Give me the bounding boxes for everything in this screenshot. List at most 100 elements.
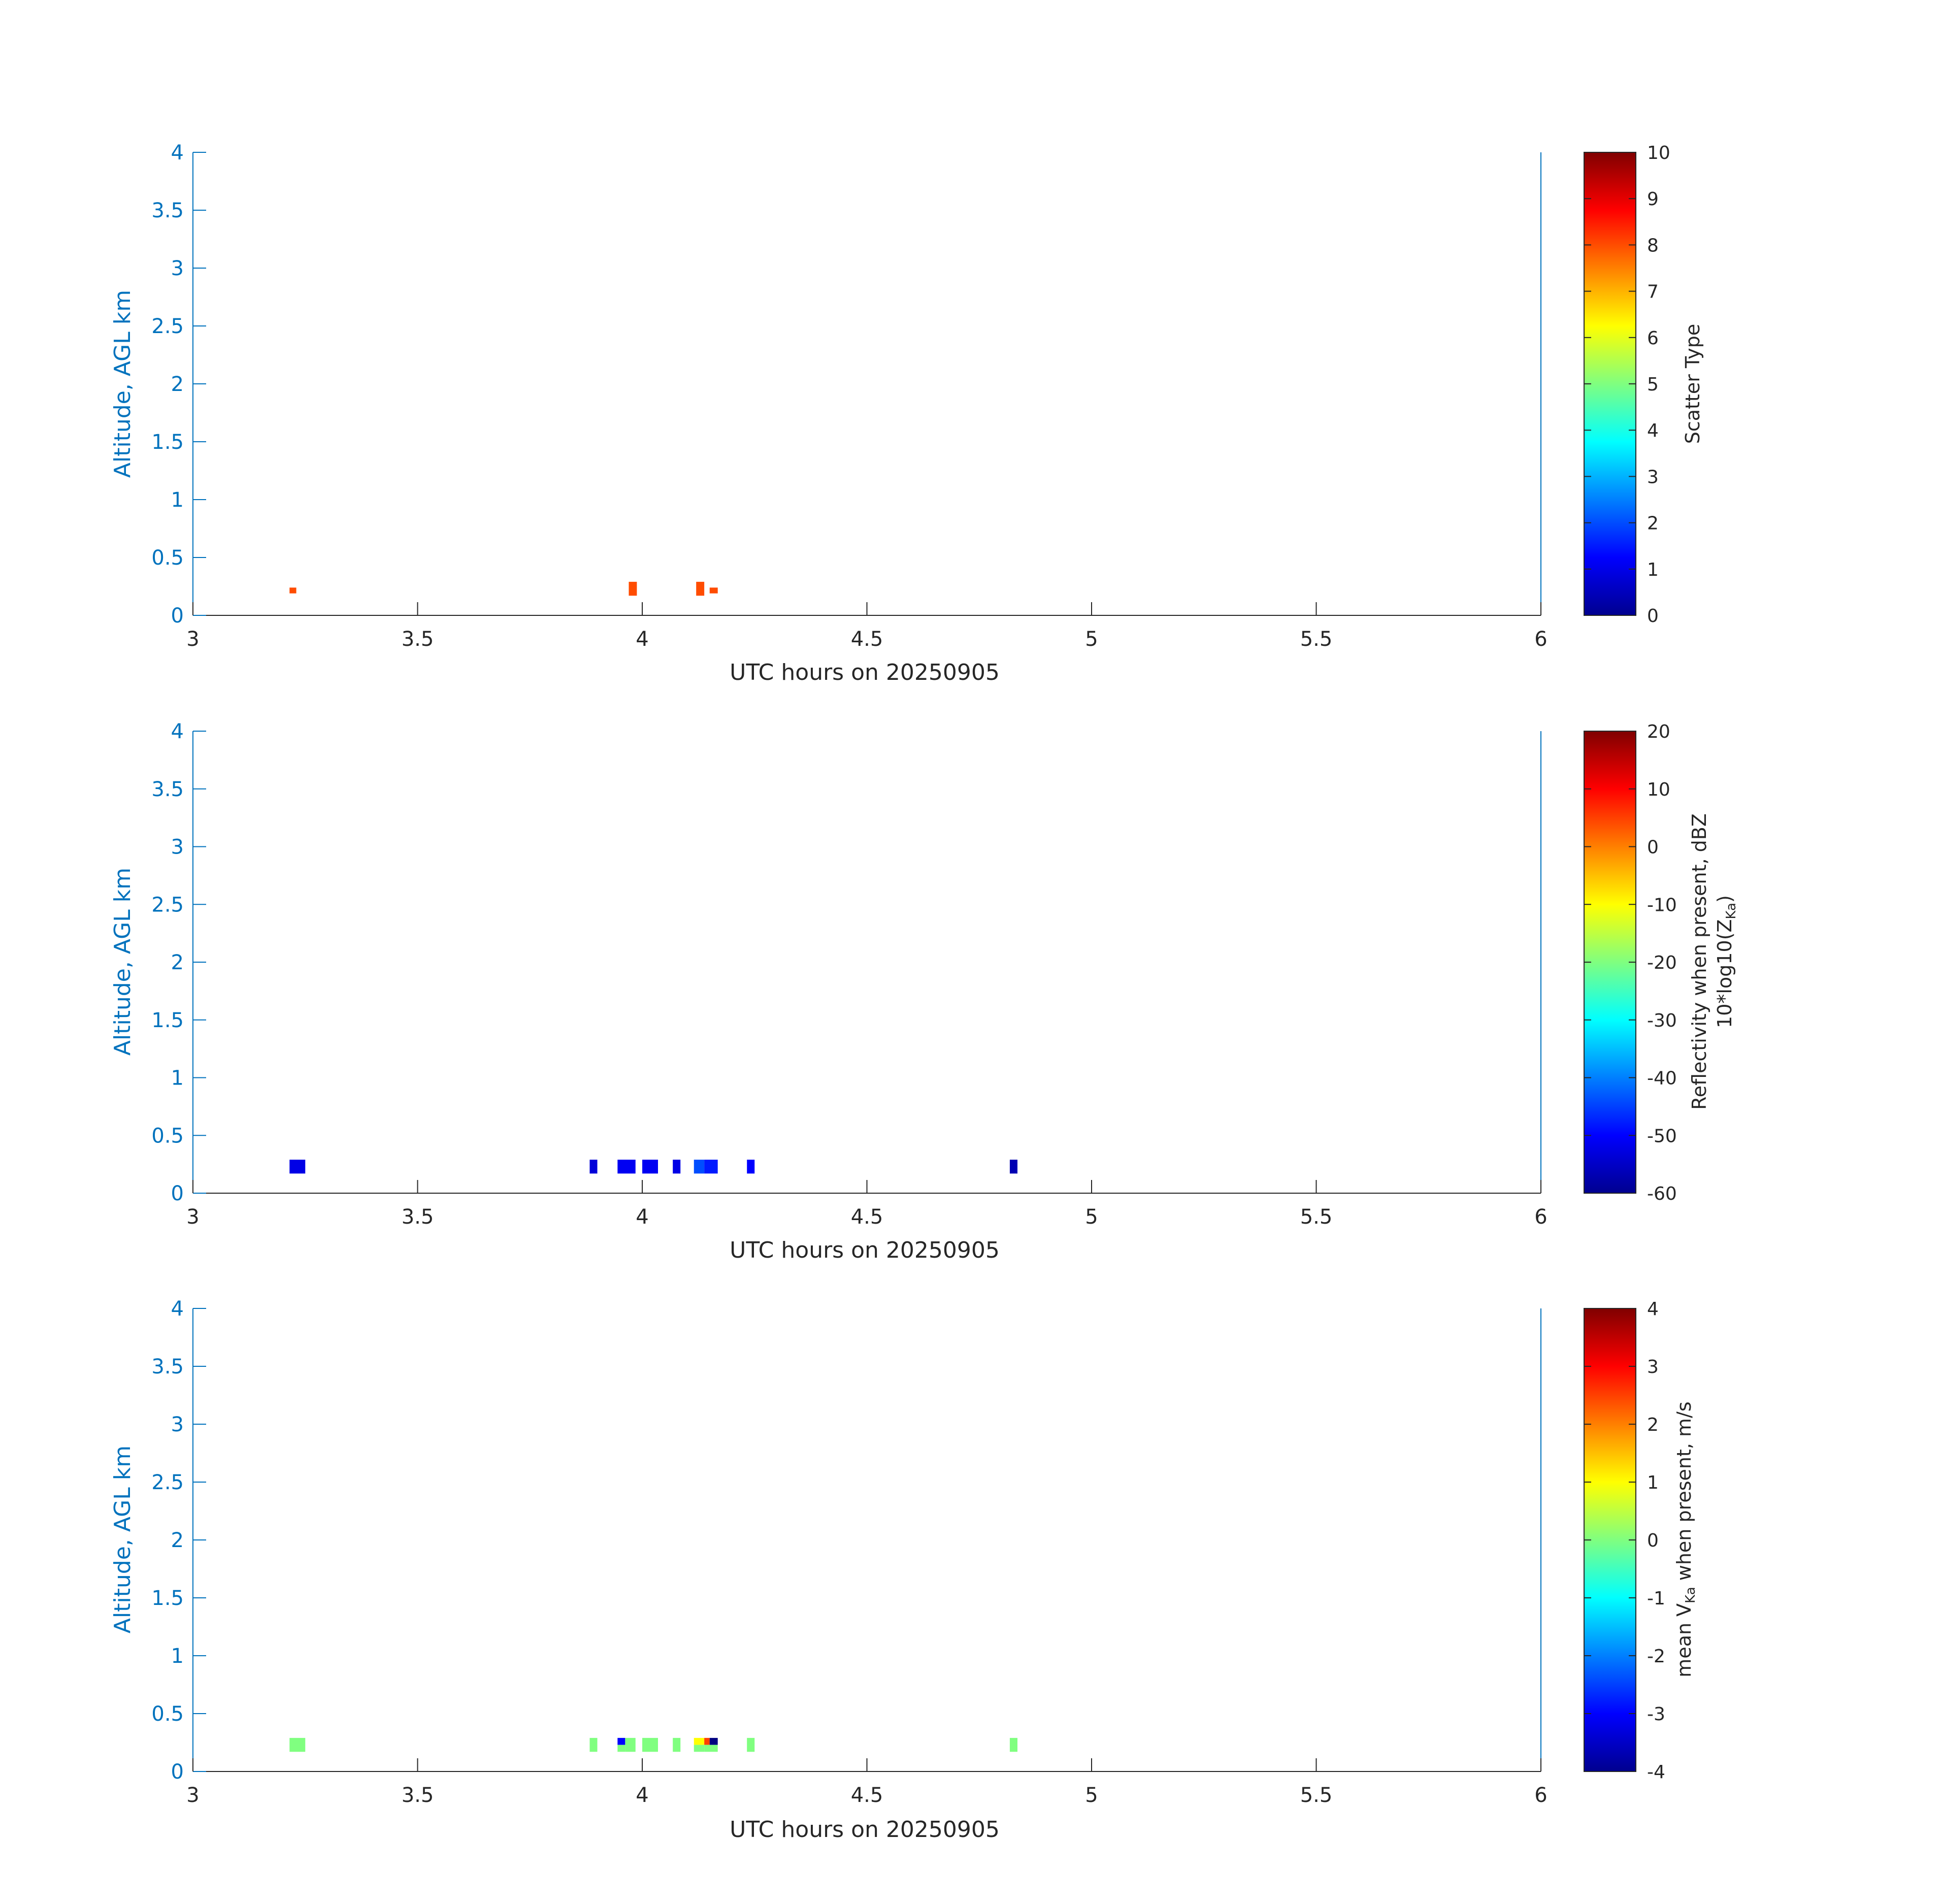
data-cell xyxy=(673,1160,681,1174)
y-tick-label: 2.5 xyxy=(151,893,184,916)
panel-2-axes: 0 0.5 1 1.5 2 2.5 3 3.5 4 3 3.5 4 4.5 5 5.5 6 xyxy=(151,720,1547,1229)
x-tick-label: 4.5 xyxy=(851,1784,883,1807)
colorbar-tick-label: 4 xyxy=(1647,420,1659,441)
panel-3-colorbar xyxy=(1584,1308,1636,1772)
colorbar-tick-label: -1 xyxy=(1647,1588,1665,1609)
y-tick-label: 3.5 xyxy=(151,1355,184,1378)
panel-3-cells xyxy=(289,1737,1017,1752)
data-cell xyxy=(696,581,705,596)
data-cell xyxy=(704,1737,710,1745)
data-cell xyxy=(747,1737,755,1752)
data-cell xyxy=(704,1160,718,1174)
y-tick-label: 1 xyxy=(171,1067,184,1090)
data-cell xyxy=(694,1737,705,1745)
colorbar-tick-label: 9 xyxy=(1647,189,1659,210)
data-cell xyxy=(289,587,297,594)
data-cell xyxy=(1009,1160,1017,1174)
data-cell xyxy=(589,1160,598,1174)
y-tick-label: 3 xyxy=(171,257,184,280)
x-tick-label: 6 xyxy=(1534,628,1547,651)
colorbar-tick-label: 4 xyxy=(1647,1299,1659,1320)
panel-2-colorbar xyxy=(1584,731,1636,1194)
colorbar-tick-label: 2 xyxy=(1647,513,1659,534)
panel-2-xlabel: UTC hours on 20250905 xyxy=(730,1237,1000,1263)
y-tick-label: 1.5 xyxy=(151,431,184,454)
y-tick-label: 2.5 xyxy=(151,1471,184,1494)
panel-2-colorbar-label-line2: 10*log10(ZKa) xyxy=(1714,895,1739,1028)
data-cell xyxy=(617,1745,626,1752)
data-cell xyxy=(709,587,718,594)
panel-3: 0 0.5 1 1.5 2 2.5 3 3.5 4 3 3.5 4 4.5 5 5.5 6 UTC hours… xyxy=(110,1297,1698,1843)
panel-2-cells xyxy=(289,1160,1017,1174)
colorbar-tick-label: -2 xyxy=(1647,1646,1665,1667)
y-tick-label: 3.5 xyxy=(151,778,184,801)
data-cell xyxy=(694,1160,705,1174)
data-cell xyxy=(629,581,637,596)
panel-1: 0 0.5 1 1.5 2 2.5 3 3.5 4 3 3.5 4 4.5 5 5.5 6 UTC hours… xyxy=(110,141,1704,685)
y-tick-label: 0.5 xyxy=(151,546,184,570)
x-tick-label: 5 xyxy=(1085,1205,1098,1229)
y-tick-label: 0 xyxy=(171,1760,184,1784)
y-tick-label: 2 xyxy=(171,373,184,396)
x-tick-label: 5.5 xyxy=(1300,628,1333,651)
data-cell xyxy=(694,1745,705,1752)
x-tick-label: 5.5 xyxy=(1300,1205,1333,1229)
data-cell xyxy=(642,1160,658,1174)
data-cell xyxy=(617,1737,626,1745)
data-cell xyxy=(289,1160,306,1174)
colorbar-tick-label: 1 xyxy=(1647,560,1659,580)
panel-3-colorbar-label: mean VKa when present, m/s xyxy=(1673,1401,1698,1677)
panel-2-colorbar-label-line1: Reflectivity when present, dBZ xyxy=(1688,813,1710,1110)
y-tick-label: 3 xyxy=(171,1413,184,1436)
panel-1-xlabel: UTC hours on 20250905 xyxy=(730,660,1000,685)
panel-1-ylabel: Altitude, AGL km xyxy=(110,290,136,478)
colorbar-tick-label: 8 xyxy=(1647,235,1659,256)
colorbar-tick-label: -4 xyxy=(1647,1762,1665,1783)
colorbar-tick-label: 0 xyxy=(1647,1530,1659,1551)
data-cell xyxy=(589,1737,598,1752)
x-tick-label: 3.5 xyxy=(402,1784,434,1807)
y-tick-label: 0.5 xyxy=(151,1702,184,1726)
colorbar-tick-label: 5 xyxy=(1647,374,1659,395)
x-tick-label: 3 xyxy=(186,1784,199,1807)
panel-1-colorbar-ticks: 0 1 2 3 4 5 6 7 8 9 10 xyxy=(1584,143,1670,627)
y-tick-label: 2 xyxy=(171,1529,184,1552)
y-tick-label: 1.5 xyxy=(151,1009,184,1032)
x-tick-label: 5 xyxy=(1085,1784,1098,1807)
y-tick-label: 4 xyxy=(171,720,184,743)
panel-3-axes: 0 0.5 1 1.5 2 2.5 3 3.5 4 3 3.5 4 4.5 5 5.5 6 xyxy=(151,1297,1547,1807)
colorbar-tick-label: 7 xyxy=(1647,282,1659,303)
colorbar-tick-label: -20 xyxy=(1647,953,1677,973)
panel-3-xlabel: UTC hours on 20250905 xyxy=(730,1817,1000,1843)
x-tick-label: 5 xyxy=(1085,628,1098,651)
y-tick-label: 2 xyxy=(171,951,184,974)
x-tick-label: 6 xyxy=(1534,1205,1547,1229)
colorbar-tick-label: 3 xyxy=(1647,467,1659,487)
data-cell xyxy=(1009,1737,1017,1752)
y-tick-label: 3.5 xyxy=(151,199,184,222)
y-tick-label: 1.5 xyxy=(151,1587,184,1610)
y-tick-label: 4 xyxy=(171,141,184,165)
y-tick-label: 0 xyxy=(171,1182,184,1205)
data-cell xyxy=(709,1737,718,1745)
y-tick-label: 3 xyxy=(171,836,184,859)
y-tick-label: 0.5 xyxy=(151,1124,184,1147)
colorbar-tick-label: -3 xyxy=(1647,1704,1665,1725)
colorbar-tick-label: 6 xyxy=(1647,328,1659,349)
panel-3-ylabel: Altitude, AGL km xyxy=(110,1446,136,1633)
colorbar-tick-label: 20 xyxy=(1647,721,1670,742)
y-tick-label: 0 xyxy=(171,604,184,628)
panel-1-colorbar xyxy=(1584,152,1636,616)
x-tick-label: 3 xyxy=(186,628,199,651)
colorbar-tick-label: -40 xyxy=(1647,1068,1677,1089)
data-cell xyxy=(704,1745,718,1752)
panel-2: 0 0.5 1 1.5 2 2.5 3 3.5 4 3 3.5 4 4.5 5 5.5 6 UTC hours… xyxy=(110,720,1739,1263)
data-cell xyxy=(673,1737,681,1752)
colorbar-tick-label: -60 xyxy=(1647,1184,1677,1204)
data-cell xyxy=(747,1160,755,1174)
x-tick-label: 3 xyxy=(186,1205,199,1229)
panel-1-cells xyxy=(289,581,718,596)
x-tick-label: 4 xyxy=(636,1784,648,1807)
y-tick-label: 1 xyxy=(171,488,184,512)
